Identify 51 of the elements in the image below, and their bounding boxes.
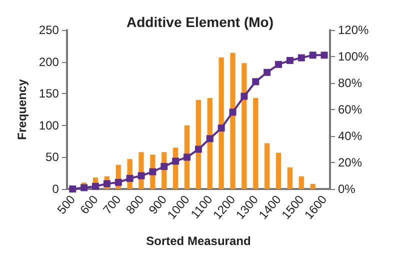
- y-tick-label: 150: [38, 86, 60, 101]
- bar: [310, 184, 316, 189]
- y2-tick-label: 0%: [338, 182, 356, 196]
- point: [114, 178, 122, 186]
- bar: [298, 176, 304, 189]
- point: [69, 186, 76, 192]
- point: [264, 68, 271, 76]
- bar: [287, 167, 293, 189]
- x-tick-label: 700: [100, 192, 124, 217]
- point: [194, 146, 202, 153]
- bar: [264, 143, 270, 189]
- point: [286, 56, 294, 64]
- point: [206, 135, 214, 142]
- chart-title: Additive Element (Mo): [126, 14, 274, 30]
- y-tick-label: 200: [38, 54, 60, 69]
- point: [80, 184, 88, 192]
- y2-tick-label: 40%: [338, 129, 362, 143]
- point: [92, 182, 100, 190]
- y-tick-label: 250: [38, 23, 60, 37]
- bar: [230, 52, 236, 189]
- point: [172, 158, 180, 165]
- point: [275, 60, 282, 68]
- y-tick-label: 100: [38, 118, 60, 132]
- bar: [218, 57, 224, 189]
- y-tick-label: 50: [46, 150, 60, 164]
- point: [149, 168, 156, 176]
- point: [320, 52, 328, 59]
- bar: [253, 98, 258, 189]
- point: [160, 162, 168, 170]
- point: [298, 54, 305, 62]
- bar: [242, 63, 247, 189]
- point: [138, 172, 145, 180]
- y2-tick-label: 80%: [338, 76, 362, 90]
- x-tick-label: 800: [123, 192, 147, 217]
- bar: [207, 98, 212, 189]
- point: [103, 180, 110, 188]
- y2-tick-label: 60%: [338, 102, 362, 116]
- point: [184, 154, 191, 161]
- point: [240, 92, 248, 100]
- point: [252, 78, 260, 86]
- x-tick-label: 600: [77, 192, 102, 217]
- point: [218, 124, 225, 132]
- point: [126, 174, 134, 182]
- bar: [276, 152, 282, 189]
- y2-tick-label: 120%: [338, 23, 370, 37]
- y2-tick-label: 100%: [338, 50, 370, 64]
- point: [229, 108, 236, 116]
- y-axis-title: Frequency: [15, 78, 29, 140]
- y2-tick-label: 20%: [338, 156, 362, 170]
- x-axis-title: Sorted Measurand: [146, 234, 251, 248]
- point: [309, 52, 316, 59]
